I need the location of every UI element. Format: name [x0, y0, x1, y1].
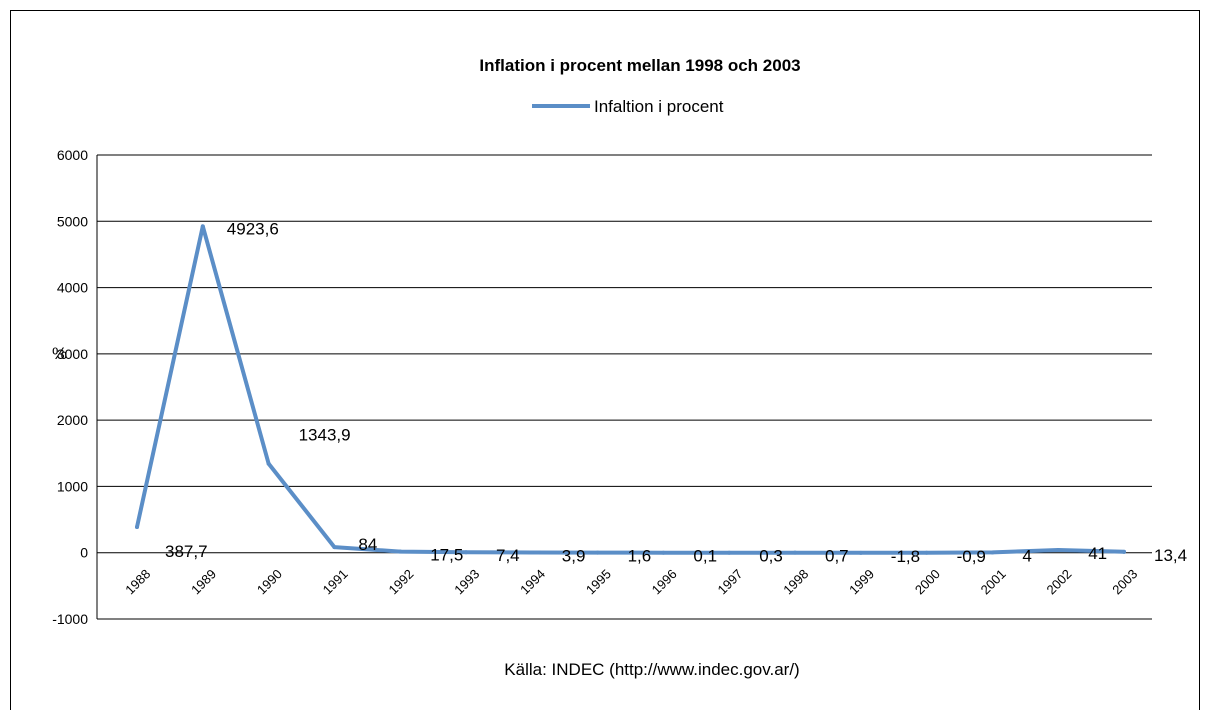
source-note: Källa: INDEC (http://www.indec.gov.ar/) [504, 660, 799, 679]
data-label: 17,5 [430, 546, 463, 565]
data-label: 0,1 [693, 547, 717, 566]
data-point [990, 550, 995, 555]
data-label: 3,9 [562, 546, 586, 565]
data-point [464, 550, 468, 555]
data-label: 0,7 [825, 547, 849, 566]
x-tick-label: 1989 [188, 566, 219, 597]
data-point [398, 549, 403, 554]
data-label: 1343,9 [299, 426, 351, 445]
data-label: 387,7 [165, 542, 208, 561]
x-tick-label: 1992 [385, 566, 416, 597]
y-tick-label: 2000 [57, 412, 88, 428]
data-point [1056, 547, 1061, 552]
x-tick-label: 1996 [649, 566, 680, 597]
x-tick-label: 1994 [517, 566, 548, 597]
y-tick-label: 6000 [57, 147, 88, 163]
data-point [858, 550, 863, 555]
x-tick-label: 2003 [1109, 566, 1140, 597]
data-point [727, 550, 732, 555]
data-label: 1,6 [628, 547, 652, 566]
data-point [135, 525, 139, 530]
data-label: 41 [1088, 544, 1107, 563]
y-tick-label: 3000 [57, 346, 88, 362]
data-point [266, 461, 271, 466]
data-label: 7,4 [496, 546, 520, 565]
data-label: -1,8 [891, 547, 920, 566]
y-tick-label: 4000 [57, 280, 88, 296]
series-line [135, 224, 1126, 555]
data-label: -0,9 [957, 547, 986, 566]
data-label: 4923,6 [227, 219, 279, 238]
chart-frame [10, 10, 1200, 710]
data-point [793, 550, 797, 555]
y-tick-label: 1000 [57, 478, 88, 494]
x-tick-label: 1991 [320, 566, 351, 597]
data-point [924, 550, 929, 555]
y-tick-label: -1000 [52, 611, 88, 627]
data-point [661, 550, 666, 555]
data-label: 84 [358, 535, 377, 554]
x-tick-label: 1997 [714, 566, 745, 597]
y-tick-label: 0 [80, 545, 88, 561]
x-tick-label: 2001 [978, 566, 1009, 597]
chart-title: Inflation i procent mellan 1998 och 2003 [479, 56, 800, 75]
data-label: 13,4 [1154, 546, 1187, 565]
data-point [1122, 549, 1126, 554]
y-axis-label: % [52, 344, 67, 363]
data-point [200, 224, 205, 229]
x-tick-label: 2002 [1043, 566, 1074, 597]
x-tick-label: 1993 [451, 566, 482, 597]
legend-label: Infaltion i procent [594, 97, 724, 116]
x-tick-label: 1988 [122, 566, 153, 597]
data-point [529, 550, 534, 555]
y-tick-label: 5000 [57, 213, 88, 229]
x-tick-label: 1990 [254, 566, 285, 597]
data-label: 0,3 [759, 547, 783, 566]
data-point [332, 545, 337, 550]
data-point [595, 550, 600, 555]
x-tick-label: 1995 [583, 566, 614, 597]
x-tick-label: 2000 [912, 566, 943, 597]
data-label: 4 [1022, 546, 1031, 565]
x-tick-label: 1998 [780, 566, 811, 597]
x-tick-label: 1999 [846, 566, 877, 597]
